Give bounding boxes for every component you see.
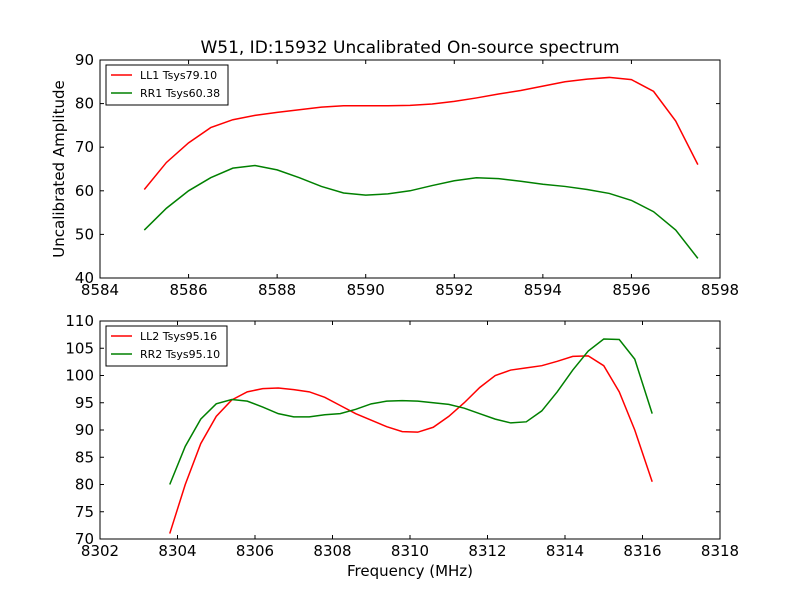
y-tick-label: 60: [75, 182, 94, 200]
y-axis-label: Uncalibrated Amplitude: [50, 80, 68, 257]
x-tick-label: 8590: [347, 281, 385, 299]
y-tick-label: 105: [65, 339, 94, 357]
series-line-1: [143, 76, 699, 190]
top-plot: 8584 8586 8588 8590 8592 8594 8596 8598 40 50 60 70…: [50, 51, 739, 299]
series-line-2: [143, 164, 699, 259]
x-tick-label: 8304: [158, 542, 196, 560]
x-tick-label: 8306: [236, 542, 274, 560]
series-line-2: [169, 338, 653, 485]
x-tick-label: 8586: [169, 281, 207, 299]
y-tick-label: 85: [75, 448, 94, 466]
y-tick-label: 90: [75, 421, 94, 439]
legend-label: LL1 Tsys79.10: [140, 69, 217, 82]
x-tick-label: 8316: [623, 542, 661, 560]
y-tick-label: 75: [75, 503, 94, 521]
y-tick-label: 80: [75, 95, 94, 113]
y-tick-label: 100: [65, 367, 94, 385]
y-tick-label: 90: [75, 51, 94, 69]
y-tick-label: 80: [75, 476, 94, 494]
y-tick-label: 95: [75, 394, 94, 412]
x-tick-label: 8584: [81, 281, 119, 299]
x-tick-label: 8594: [524, 281, 562, 299]
legend-box: [105, 64, 229, 106]
x-tick-label: 8314: [546, 542, 584, 560]
legend-box: [105, 325, 228, 367]
x-tick-label: 8598: [701, 281, 739, 299]
legend-label: RR2 Tsys95.10: [140, 348, 220, 361]
x-tick-label: 8302: [81, 542, 119, 560]
bottom-plot: 8302 8304 8306 8308 8310 8312 8314 8316 8318 70 75…: [65, 312, 739, 580]
legend-label: LL2 Tsys95.16: [140, 330, 217, 343]
x-tick-label: 8308: [313, 542, 351, 560]
y-tick-label: 40: [75, 269, 94, 287]
chart-title: W51, ID:15932 Uncalibrated On-source spe…: [200, 38, 619, 58]
x-tick-label: 8318: [701, 542, 739, 560]
x-tick-label: 8310: [391, 542, 429, 560]
x-tick-label: 8596: [612, 281, 650, 299]
x-tick-label: 8592: [435, 281, 473, 299]
legend-label: RR1 Tsys60.38: [140, 87, 220, 100]
x-axis-label: Frequency (MHz): [347, 562, 473, 580]
y-tick-label: 110: [65, 312, 94, 330]
y-tick-label: 50: [75, 225, 94, 243]
x-tick-label: 8588: [258, 281, 296, 299]
series-line-1: [169, 355, 653, 534]
y-tick-label: 70: [75, 530, 94, 548]
y-tick-label: 70: [75, 138, 94, 156]
x-tick-label: 8312: [468, 542, 506, 560]
plot-frame: [99, 59, 721, 279]
